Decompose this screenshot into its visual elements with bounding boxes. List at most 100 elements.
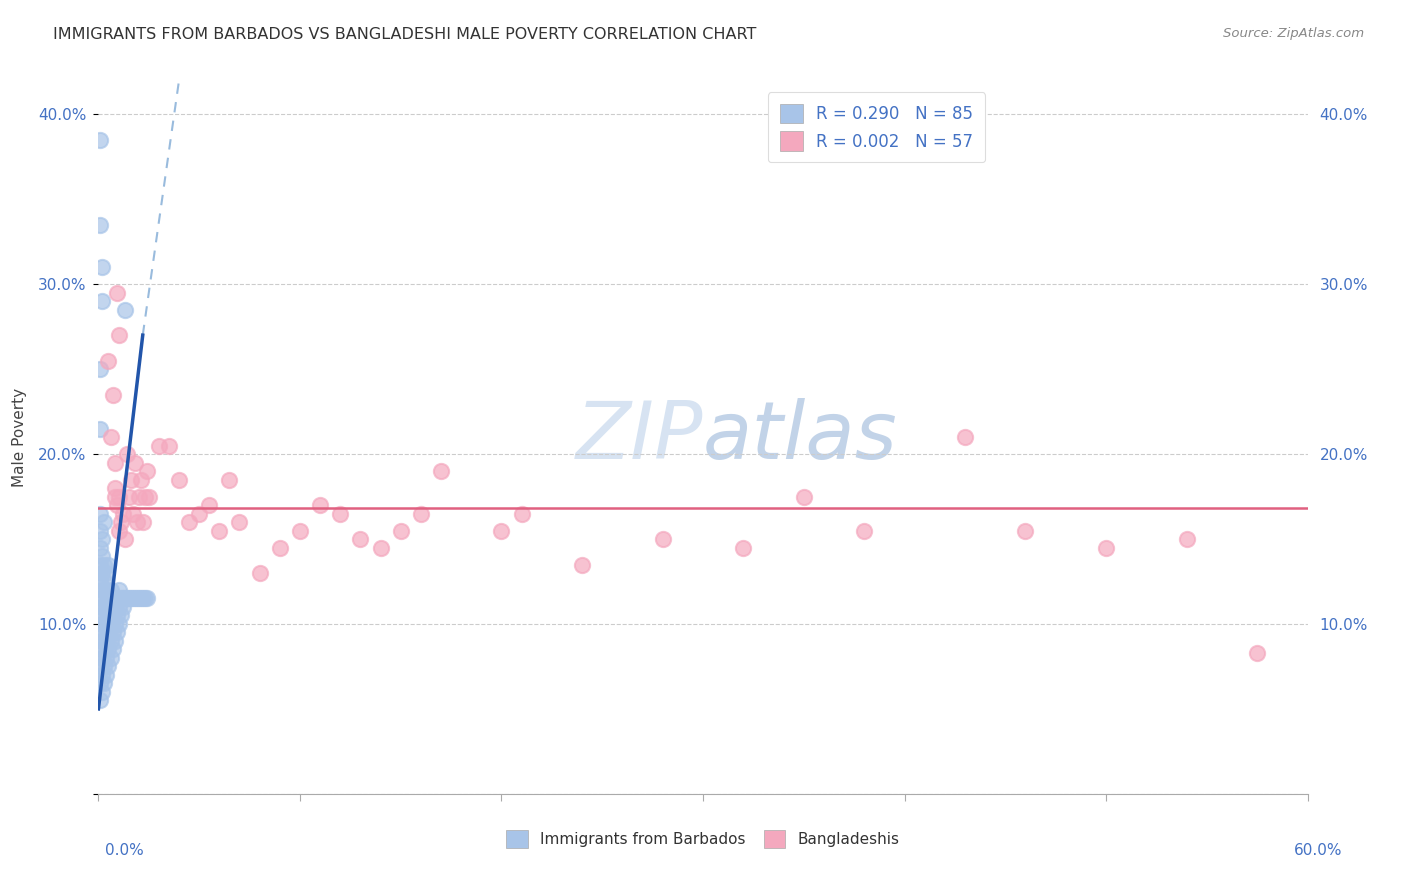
- Point: [96, 634, 118, 648]
- Point: [269, 541, 291, 555]
- Point: [100, 634, 122, 648]
- Point: [100, 599, 122, 614]
- Point: [409, 507, 432, 521]
- Point: [97, 659, 120, 673]
- Point: [115, 591, 138, 606]
- Point: [93, 574, 115, 589]
- Point: [107, 582, 129, 597]
- Point: [97, 353, 120, 368]
- Point: [89, 574, 111, 589]
- Point: [96, 582, 118, 597]
- Point: [1014, 524, 1036, 538]
- Point: [128, 490, 150, 504]
- Point: [135, 591, 157, 606]
- Point: [953, 430, 976, 444]
- Point: [103, 634, 125, 648]
- Point: [91, 294, 114, 309]
- Point: [124, 591, 146, 606]
- Point: [288, 524, 311, 538]
- Point: [115, 447, 138, 461]
- Point: [89, 625, 111, 640]
- Point: [1175, 532, 1198, 546]
- Point: [89, 133, 111, 147]
- Point: [91, 582, 114, 597]
- Point: [111, 599, 134, 614]
- Point: [103, 599, 125, 614]
- Point: [91, 260, 114, 275]
- Point: [198, 498, 221, 512]
- Point: [91, 549, 114, 563]
- Point: [120, 473, 142, 487]
- Point: [121, 507, 143, 521]
- Point: [349, 532, 371, 546]
- Point: [96, 599, 118, 614]
- Point: [91, 685, 114, 699]
- Point: [114, 591, 136, 606]
- Point: [853, 524, 876, 538]
- Point: [114, 302, 136, 317]
- Point: [100, 582, 122, 597]
- Point: [124, 456, 146, 470]
- Point: [107, 328, 129, 343]
- Y-axis label: Male Poverty: Male Poverty: [13, 387, 27, 487]
- Point: [1246, 646, 1268, 660]
- Point: [89, 659, 111, 673]
- Point: [129, 591, 152, 606]
- Point: [93, 608, 115, 623]
- Point: [651, 532, 673, 546]
- Point: [129, 473, 152, 487]
- Point: [89, 608, 111, 623]
- Point: [105, 285, 128, 300]
- Point: [132, 591, 155, 606]
- Point: [89, 541, 111, 555]
- Point: [188, 507, 211, 521]
- Point: [103, 456, 125, 470]
- Point: [89, 524, 111, 538]
- Text: atlas: atlas: [703, 398, 898, 476]
- Point: [110, 515, 132, 529]
- Point: [118, 490, 141, 504]
- Point: [491, 524, 513, 538]
- Point: [101, 642, 124, 657]
- Text: Source: ZipAtlas.com: Source: ZipAtlas.com: [1223, 27, 1364, 40]
- Point: [1095, 541, 1118, 555]
- Point: [128, 591, 150, 606]
- Point: [107, 490, 129, 504]
- Point: [105, 498, 128, 512]
- Point: [121, 591, 143, 606]
- Point: [91, 599, 114, 614]
- Point: [179, 515, 201, 529]
- Point: [103, 490, 125, 504]
- Point: [93, 676, 115, 690]
- Point: [793, 490, 815, 504]
- Point: [97, 558, 120, 572]
- Point: [100, 651, 122, 665]
- Point: [103, 617, 125, 632]
- Point: [101, 625, 124, 640]
- Point: [167, 473, 190, 487]
- Point: [110, 608, 132, 623]
- Point: [105, 625, 128, 640]
- Point: [100, 430, 122, 444]
- Point: [89, 693, 111, 707]
- Point: [118, 591, 141, 606]
- Point: [510, 507, 533, 521]
- Legend: Immigrants from Barbados, Bangladeshis: Immigrants from Barbados, Bangladeshis: [501, 824, 905, 854]
- Point: [96, 651, 118, 665]
- Point: [89, 558, 111, 572]
- Point: [101, 387, 124, 401]
- Point: [89, 507, 111, 521]
- Point: [370, 541, 392, 555]
- Point: [138, 490, 160, 504]
- Point: [89, 591, 111, 606]
- Point: [430, 464, 453, 478]
- Point: [120, 591, 142, 606]
- Point: [125, 591, 148, 606]
- Point: [135, 464, 157, 478]
- Point: [91, 532, 114, 546]
- Point: [105, 608, 128, 623]
- Point: [105, 591, 128, 606]
- Point: [97, 642, 120, 657]
- Point: [91, 617, 114, 632]
- Point: [110, 591, 132, 606]
